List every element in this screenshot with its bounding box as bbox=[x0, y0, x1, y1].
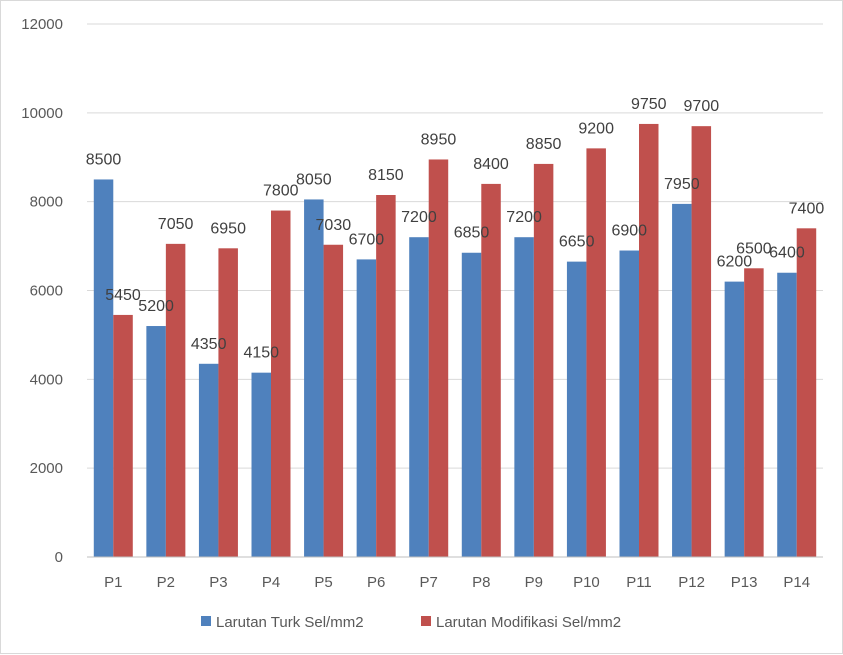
bar-series-2-P8 bbox=[481, 183, 501, 557]
x-tick-label: P2 bbox=[157, 574, 175, 591]
bar-series-1-P5 bbox=[304, 199, 324, 557]
data-label-series-2-P5: 7030 bbox=[316, 217, 352, 234]
legend-label-series-2: Larutan Modifikasi Sel/mm2 bbox=[436, 614, 621, 631]
bar-series-2-P2 bbox=[165, 243, 186, 558]
y-tick-label: 12000 bbox=[21, 16, 63, 33]
data-label-series-1-P13: 6200 bbox=[717, 254, 753, 271]
data-label-series-2-P1: 5450 bbox=[105, 287, 141, 304]
bar-series-2-P3 bbox=[218, 248, 238, 557]
x-tick-label: P13 bbox=[731, 574, 758, 591]
x-axis-tick-labels: P1 P2 P3 P4 P5 P6 P7 P8 P9 P10 P11 P12 P13 P14 bbox=[104, 574, 810, 591]
data-label-series-2-P7: 8950 bbox=[421, 131, 457, 148]
data-label-series-2-P6: 8150 bbox=[368, 167, 404, 184]
x-tick-label: P10 bbox=[573, 574, 600, 591]
bar-series-1-P14 bbox=[777, 272, 797, 557]
data-label-series-1-P1: 8500 bbox=[86, 151, 122, 168]
bar-series-1-P2 bbox=[146, 326, 166, 557]
data-label-series-1-P6: 6700 bbox=[349, 231, 385, 248]
x-tick-label: P6 bbox=[367, 574, 385, 591]
data-label-series-1-P2: 5200 bbox=[138, 298, 174, 315]
legend-swatch-series-1 bbox=[201, 616, 211, 626]
legend-label-series-1: Larutan Turk Sel/mm2 bbox=[216, 614, 364, 631]
x-tick-label: P5 bbox=[314, 574, 332, 591]
data-label-series-2-P3: 6950 bbox=[210, 220, 246, 237]
y-tick-label: 0 bbox=[55, 549, 63, 566]
data-label-series-1-P9: 7200 bbox=[506, 209, 542, 226]
data-label-series-1-P3: 4350 bbox=[191, 336, 227, 353]
bars bbox=[93, 123, 817, 558]
bar-series-1-P9 bbox=[514, 237, 534, 557]
bar-series-1-P10 bbox=[566, 261, 587, 557]
bar-series-2-P5 bbox=[323, 244, 344, 557]
bar-series-2-P1 bbox=[113, 314, 133, 557]
bar-series-2-P10 bbox=[586, 148, 606, 557]
bar-series-1-P1 bbox=[93, 179, 114, 558]
gridlines bbox=[87, 23, 823, 469]
bar-series-2-P4 bbox=[271, 210, 291, 558]
x-tick-label: P3 bbox=[209, 574, 227, 591]
data-label-series-2-P9: 8850 bbox=[526, 136, 562, 153]
x-tick-label: P1 bbox=[104, 574, 122, 591]
data-label-series-2-P10: 9200 bbox=[578, 120, 614, 137]
legend-swatch-series-2 bbox=[421, 616, 431, 626]
x-tick-label: P14 bbox=[783, 574, 810, 591]
y-axis-tick-labels: 0 2000 4000 6000 8000 10000 12000 bbox=[21, 16, 63, 566]
bar-series-2-P7 bbox=[428, 159, 449, 558]
bar-series-1-P7 bbox=[409, 237, 429, 557]
x-tick-label: P9 bbox=[525, 574, 543, 591]
data-label-series-1-P14: 6400 bbox=[769, 245, 805, 262]
y-tick-label: 2000 bbox=[30, 460, 63, 477]
data-label-series-1-P11: 6900 bbox=[611, 223, 647, 240]
bar-series-1-P8 bbox=[461, 252, 482, 557]
data-label-series-1-P10: 6650 bbox=[559, 234, 595, 251]
legend: Larutan Turk Sel/mm2 Larutan Modifikasi S… bbox=[201, 614, 621, 631]
data-label-series-1-P4: 4150 bbox=[243, 345, 279, 362]
data-label-series-2-P11: 9750 bbox=[631, 96, 667, 113]
x-tick-label: P11 bbox=[626, 574, 652, 591]
y-tick-label: 6000 bbox=[30, 283, 63, 300]
data-label-series-2-P8: 8400 bbox=[473, 156, 509, 173]
bar-series-2-P14 bbox=[796, 228, 817, 558]
x-tick-label: P12 bbox=[678, 574, 705, 591]
data-label-series-1-P12: 7950 bbox=[664, 176, 700, 193]
bar-series-1-P13 bbox=[724, 281, 745, 557]
data-label-series-2-P12: 9700 bbox=[684, 98, 720, 115]
data-label-series-2-P13: 6500 bbox=[736, 240, 772, 257]
data-label-series-2-P4: 7800 bbox=[263, 183, 299, 200]
data-label-series-2-P2: 7050 bbox=[158, 216, 194, 233]
data-label-series-1-P5: 8050 bbox=[296, 171, 332, 188]
bar-series-1-P6 bbox=[356, 259, 377, 557]
data-label-series-1-P7: 7200 bbox=[401, 209, 437, 226]
bar-series-1-P12 bbox=[672, 203, 692, 557]
data-label-series-2-P14: 7400 bbox=[789, 200, 825, 217]
x-tick-label: P4 bbox=[262, 574, 280, 591]
bar-series-1-P11 bbox=[619, 250, 639, 557]
bar-series-2-P13 bbox=[744, 268, 764, 557]
bar-series-1-P3 bbox=[198, 363, 219, 557]
y-tick-label: 4000 bbox=[30, 371, 63, 388]
data-label-series-1-P8: 6850 bbox=[454, 225, 490, 242]
bar-series-1-P4 bbox=[251, 372, 271, 557]
bar-series-2-P9 bbox=[533, 163, 554, 557]
y-tick-label: 8000 bbox=[30, 194, 63, 211]
y-tick-label: 10000 bbox=[21, 105, 63, 122]
x-tick-label: P7 bbox=[420, 574, 438, 591]
bar-series-2-P6 bbox=[376, 195, 396, 558]
bar-series-2-P11 bbox=[639, 123, 659, 557]
x-tick-label: P8 bbox=[472, 574, 490, 591]
bar-series-2-P12 bbox=[691, 126, 712, 558]
